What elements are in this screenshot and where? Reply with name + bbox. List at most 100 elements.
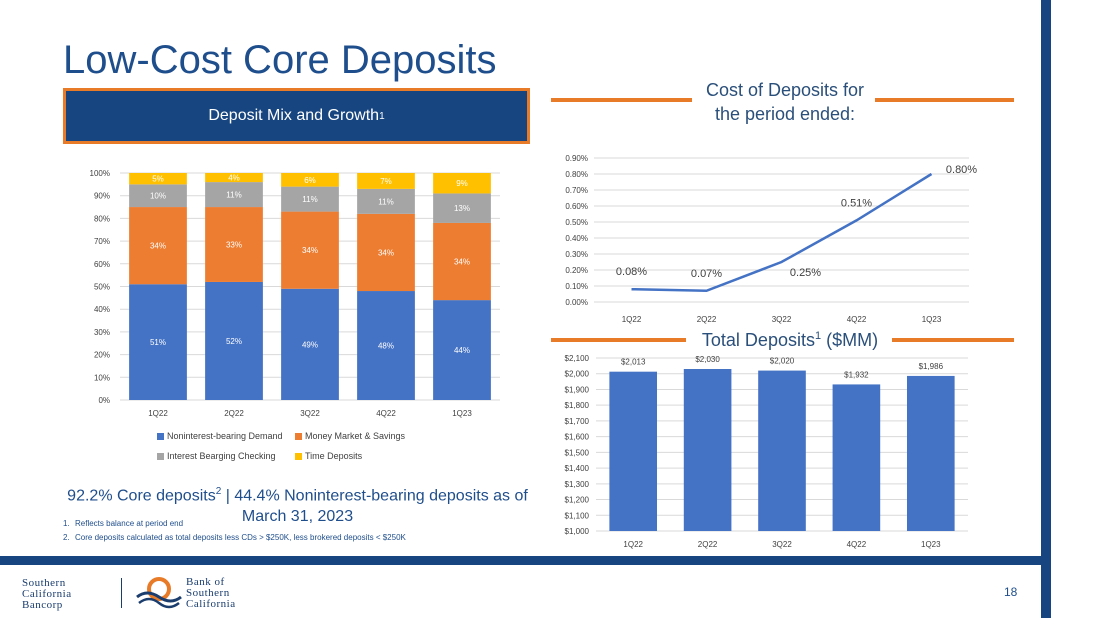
mix-ytick-label: 30% bbox=[94, 328, 110, 337]
logo-right-line1: Bank of bbox=[186, 576, 225, 588]
cost-xtick-label: 1Q22 bbox=[622, 315, 642, 324]
mix-data-label: 34% bbox=[454, 258, 470, 267]
cost-title-right-rule bbox=[875, 98, 1014, 102]
cost-series-line bbox=[631, 172, 933, 293]
logo-left-line1: Southern bbox=[22, 577, 66, 589]
mix-ytick-label: 100% bbox=[90, 169, 110, 178]
legend-swatch-interest-checking bbox=[157, 452, 164, 460]
mix-bar-segment bbox=[129, 207, 187, 285]
bottom-accent-bar bbox=[0, 556, 1041, 565]
cost-ytick-label: 0.80% bbox=[565, 170, 588, 179]
mix-bar-segment bbox=[281, 288, 339, 400]
page-number: 18 bbox=[1004, 585, 1018, 599]
total-deposits-chart: $2,013 $2,030 $2,020 $1,932 $1,986 $1,000 $1,… bbox=[565, 354, 968, 549]
cost-of-deposits-title: Cost of Deposits for the period ended: bbox=[690, 78, 880, 126]
right-accent-bar bbox=[1041, 0, 1051, 618]
legend-item-time-deposits: Time Deposits bbox=[295, 451, 362, 461]
mix-bar-segment bbox=[205, 182, 263, 208]
legend-label-noninterest: Noninterest-bearing Demand bbox=[167, 431, 283, 441]
footnote-1: 1. Reflects balance at period end bbox=[63, 519, 183, 528]
mix-data-label: 34% bbox=[302, 246, 318, 255]
logo-right-line3: California bbox=[186, 598, 236, 610]
mix-data-label: 11% bbox=[302, 195, 317, 204]
legend-label-time-deposits: Time Deposits bbox=[305, 451, 363, 461]
logo-southern-california-bancorp: Southern California Bancorp bbox=[22, 578, 72, 611]
total-bar bbox=[609, 371, 658, 531]
mix-bar-segment bbox=[281, 186, 339, 212]
cost-xtick-label: 1Q23 bbox=[922, 315, 942, 324]
mix-data-label: 7% bbox=[380, 177, 392, 186]
total-title-sup: 1 bbox=[814, 330, 822, 342]
mix-bar-segment bbox=[205, 207, 263, 282]
cost-xtick-label: 4Q22 bbox=[847, 315, 867, 324]
cost-ytick-label: 0.30% bbox=[565, 250, 588, 259]
logo-right-line2: Southern bbox=[186, 587, 230, 599]
core-text-part2: | 44.4% Noninterest-bearing deposits as … bbox=[221, 487, 528, 526]
core-text-sup: 2 bbox=[215, 486, 222, 497]
mix-bar-segment bbox=[357, 173, 415, 189]
total-ytick-label: $1,700 bbox=[565, 417, 590, 426]
mix-bar-segment bbox=[433, 300, 491, 400]
total-data-label: $2,020 bbox=[770, 357, 795, 366]
mix-ytick-label: 90% bbox=[94, 192, 110, 201]
cost-title-left-rule bbox=[551, 98, 692, 102]
cost-title-line2: the period ended: bbox=[714, 104, 856, 124]
deposit-mix-header-text: Deposit Mix and Growth bbox=[208, 107, 380, 124]
mix-data-label: 34% bbox=[378, 248, 394, 257]
mix-data-label: 33% bbox=[226, 241, 242, 250]
total-xtick-label: 4Q22 bbox=[847, 540, 867, 549]
footnote-1-text: Reflects balance at period end bbox=[75, 519, 184, 528]
cost-ytick-label: 0.70% bbox=[565, 186, 588, 195]
cost-title-line1: Cost of Deposits for bbox=[705, 80, 865, 100]
logo-bank-of-southern-california: Bank of Southern California bbox=[186, 577, 236, 610]
total-ytick-label: $1,100 bbox=[565, 511, 590, 520]
mix-bar-segment bbox=[433, 173, 491, 194]
mix-data-label: 11% bbox=[378, 197, 393, 206]
total-xtick-label: 3Q22 bbox=[772, 540, 792, 549]
total-title-right-rule bbox=[892, 338, 1014, 342]
mix-xtick-label: 4Q22 bbox=[376, 409, 396, 418]
core-text-part1: 92.2% Core deposits bbox=[67, 487, 216, 505]
cost-ytick-label: 0.40% bbox=[565, 234, 588, 243]
mix-data-label: 11% bbox=[226, 191, 241, 200]
mix-bar-segment bbox=[205, 281, 263, 400]
cost-data-label: 0.51% bbox=[841, 197, 872, 209]
mix-data-label: 9% bbox=[456, 179, 468, 188]
logo-left-line3: Bancorp bbox=[22, 599, 63, 611]
total-data-label: $2,013 bbox=[621, 358, 646, 367]
deposit-mix-header: Deposit Mix and Growth 1 bbox=[63, 88, 530, 144]
legend-item-interest-checking: Interest Bearging Checking bbox=[157, 451, 276, 461]
cost-data-label: 0.80% bbox=[946, 164, 977, 176]
mix-bar-segment bbox=[129, 173, 187, 185]
bank-sun-wave-icon bbox=[136, 577, 182, 609]
mix-data-label: 4% bbox=[228, 174, 240, 183]
cost-data-label: 0.07% bbox=[691, 268, 722, 280]
cost-ytick-label: 0.00% bbox=[565, 298, 588, 307]
total-data-label: $1,932 bbox=[844, 370, 869, 379]
logo-divider bbox=[121, 578, 122, 608]
mix-ytick-label: 0% bbox=[98, 396, 110, 405]
cost-ytick-label: 0.20% bbox=[565, 266, 588, 275]
cost-of-deposits-chart: 0.08% 0.07% 0.25% 0.51% 0.80% 0.00% 0.10% 0.20… bbox=[565, 154, 977, 324]
mix-ytick-label: 60% bbox=[94, 260, 110, 269]
page-title: Low-Cost Core Deposits bbox=[63, 38, 497, 82]
total-xtick-label: 1Q23 bbox=[921, 540, 941, 549]
mix-bar-segment bbox=[357, 188, 415, 214]
mix-data-label: 34% bbox=[150, 242, 166, 251]
mix-xtick-label: 1Q22 bbox=[148, 409, 168, 418]
total-ytick-label: $1,600 bbox=[565, 433, 590, 442]
mix-ytick-label: 80% bbox=[94, 214, 110, 223]
mix-ytick-label: 10% bbox=[94, 373, 110, 382]
total-ytick-label: $1,300 bbox=[565, 480, 590, 489]
cost-data-label: 0.08% bbox=[616, 266, 647, 278]
footnote-2: 2. Core deposits calculated as total depo… bbox=[63, 533, 406, 542]
mix-bar-segment bbox=[357, 291, 415, 400]
mix-bar-segment bbox=[129, 184, 187, 208]
deposit-mix-chart: 51% 34% 10% 5% 52% 33% 11% 4% 49% 34% 11% 6% 48% 34% 1… bbox=[90, 169, 500, 418]
mix-data-label: 48% bbox=[378, 342, 394, 351]
mix-bar-segment bbox=[357, 213, 415, 292]
mix-bar-segment bbox=[281, 173, 339, 187]
total-ytick-label: $1,800 bbox=[565, 401, 590, 410]
legend-swatch-money-market bbox=[295, 432, 302, 440]
mix-data-label: 52% bbox=[226, 337, 242, 346]
